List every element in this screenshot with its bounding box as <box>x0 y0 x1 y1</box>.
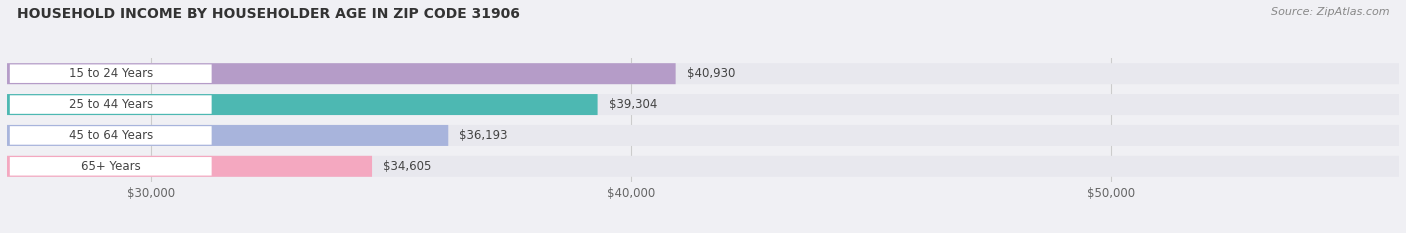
FancyBboxPatch shape <box>7 156 1399 177</box>
FancyBboxPatch shape <box>7 125 1399 146</box>
FancyBboxPatch shape <box>7 63 1399 84</box>
FancyBboxPatch shape <box>10 126 212 145</box>
FancyBboxPatch shape <box>7 63 676 84</box>
Text: 65+ Years: 65+ Years <box>82 160 141 173</box>
Text: 45 to 64 Years: 45 to 64 Years <box>69 129 153 142</box>
Text: $39,304: $39,304 <box>609 98 657 111</box>
FancyBboxPatch shape <box>7 94 1399 115</box>
FancyBboxPatch shape <box>7 156 373 177</box>
Text: $40,930: $40,930 <box>686 67 735 80</box>
Text: 15 to 24 Years: 15 to 24 Years <box>69 67 153 80</box>
FancyBboxPatch shape <box>7 125 449 146</box>
Text: HOUSEHOLD INCOME BY HOUSEHOLDER AGE IN ZIP CODE 31906: HOUSEHOLD INCOME BY HOUSEHOLDER AGE IN Z… <box>17 7 520 21</box>
FancyBboxPatch shape <box>7 94 598 115</box>
Text: Source: ZipAtlas.com: Source: ZipAtlas.com <box>1271 7 1389 17</box>
Text: 25 to 44 Years: 25 to 44 Years <box>69 98 153 111</box>
Text: $34,605: $34,605 <box>384 160 432 173</box>
Text: $36,193: $36,193 <box>460 129 508 142</box>
FancyBboxPatch shape <box>10 64 212 83</box>
FancyBboxPatch shape <box>10 95 212 114</box>
FancyBboxPatch shape <box>10 157 212 176</box>
